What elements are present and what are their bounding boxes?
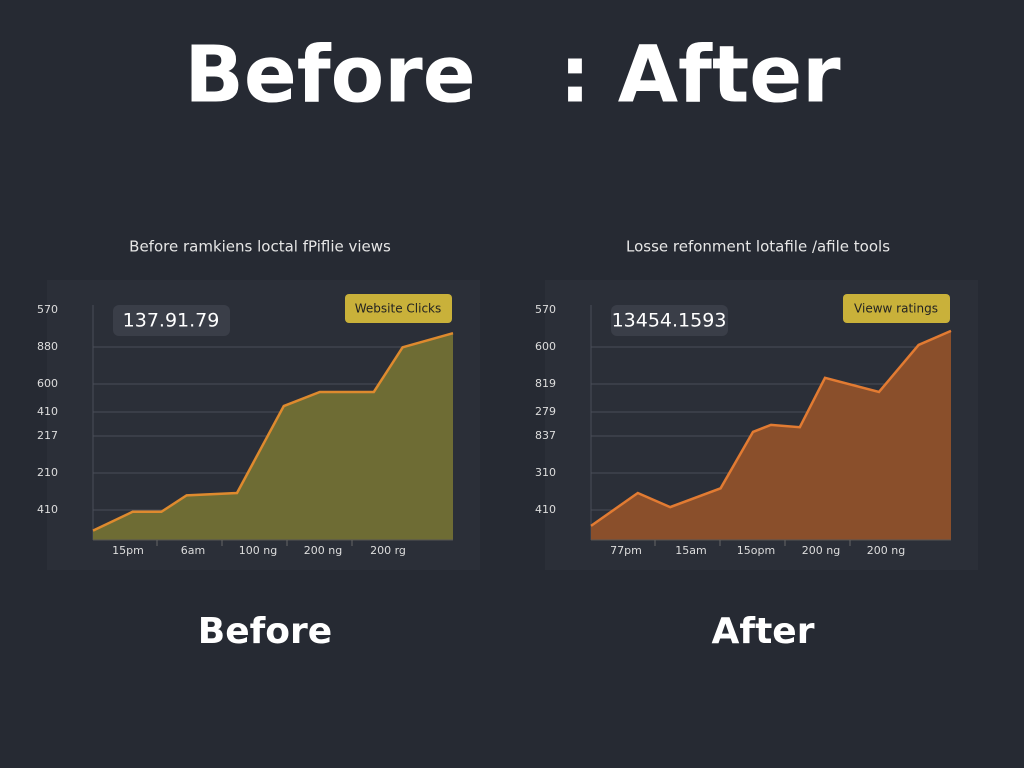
x-tick-label: 15am <box>675 544 706 557</box>
x-tick-label: 77pm <box>610 544 642 557</box>
badge-text: Website Clicks <box>355 302 442 316</box>
caption: Before <box>198 611 332 652</box>
area <box>591 330 951 540</box>
y-tick-label: 570 <box>535 303 556 316</box>
x-tick-label: 6am <box>181 544 205 557</box>
x-tick-label: 200 ng <box>867 544 905 557</box>
value-box-text: 137.91.79 <box>123 310 220 332</box>
chart-subtitle: Before ramkiens loctal fPiflie views <box>129 238 391 256</box>
y-tick-label: 819 <box>535 377 556 390</box>
x-tick-label: 200 ng <box>304 544 342 557</box>
title-right: : After <box>559 30 841 120</box>
x-tick-label: 15pm <box>112 544 144 557</box>
line <box>590 329 952 527</box>
badge <box>345 294 452 323</box>
y-tick-label: 410 <box>37 405 58 418</box>
y-tick-label: 570 <box>37 303 58 316</box>
area <box>93 333 453 540</box>
x-tick-label: 15opm <box>737 544 775 557</box>
chart-subtitle: Losse refonment lotafile /afile tools <box>626 238 890 256</box>
y-tick-label: 210 <box>37 466 58 479</box>
value-box <box>113 305 230 336</box>
y-tick-label: 410 <box>37 503 58 516</box>
caption: After <box>712 611 815 652</box>
title-left: Before <box>184 30 475 120</box>
line <box>92 331 454 532</box>
y-tick-label: 880 <box>37 340 58 353</box>
value-box-text: 13454.1593 <box>612 310 727 332</box>
badge <box>843 294 950 323</box>
y-tick-label: 600 <box>37 377 58 390</box>
badge-text: Vieww ratings <box>854 302 938 316</box>
value-box <box>611 305 728 336</box>
y-tick-label: 310 <box>535 466 556 479</box>
y-tick-label: 837 <box>535 429 556 442</box>
x-tick-label: 100 ng <box>239 544 277 557</box>
x-tick-label: 200 ng <box>802 544 840 557</box>
x-tick-label: 200 rg <box>370 544 406 557</box>
y-tick-label: 600 <box>535 340 556 353</box>
y-tick-label: 410 <box>535 503 556 516</box>
y-tick-label: 217 <box>37 429 58 442</box>
y-tick-label: 279 <box>535 405 556 418</box>
